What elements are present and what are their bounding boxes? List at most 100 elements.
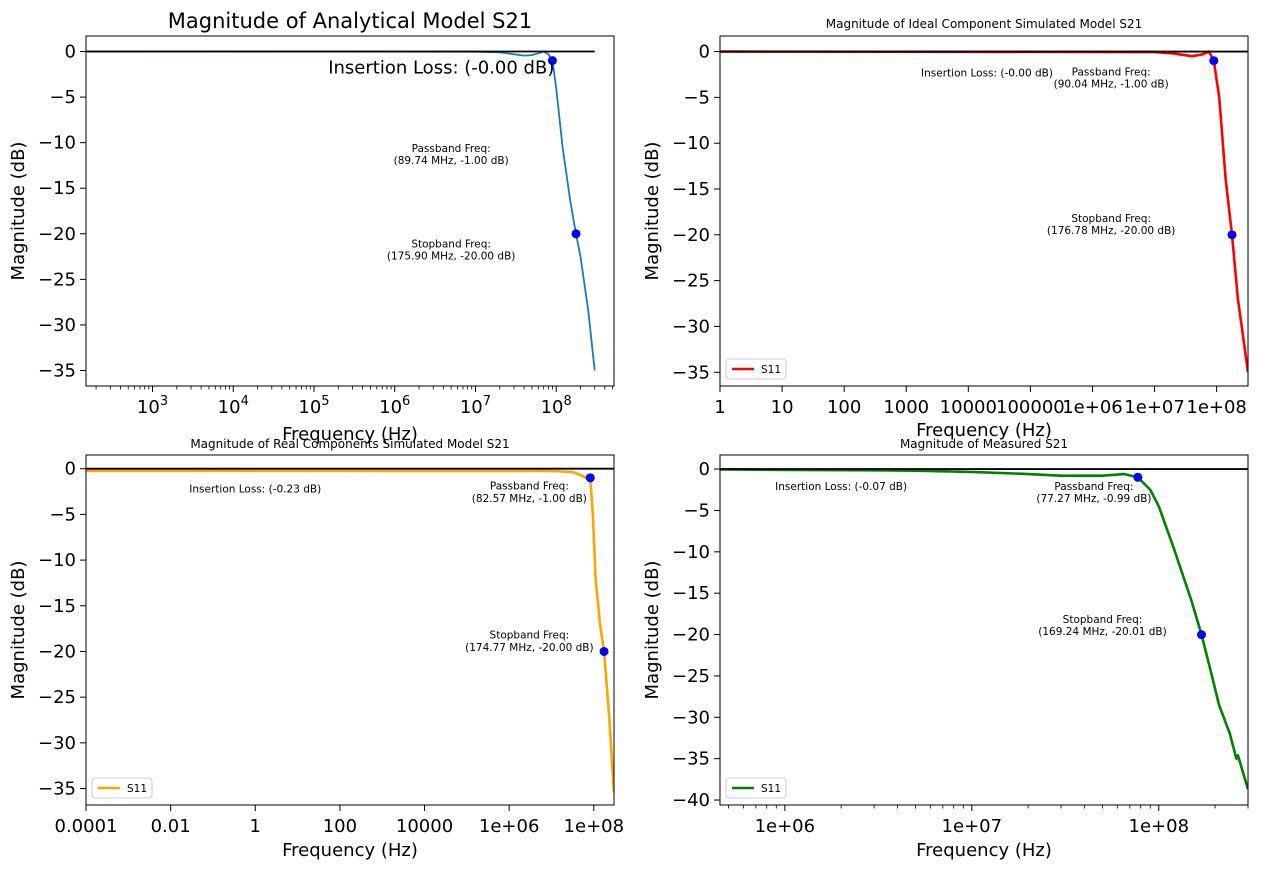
y-tick-label: −5 [49,87,76,108]
annotation: Passband Freq: (89.74 MHz, -1.00 dB) [394,143,509,167]
axes-frame [719,454,1249,806]
axes-frame [719,35,1249,387]
axes-frame [85,35,615,387]
y-tick-label: −20 [38,224,76,245]
annotation: Stopband Freq: (176.78 MHz, -20.00 dB) [1047,213,1175,237]
series-line [720,468,1248,790]
y-tick-label: −30 [672,707,710,728]
y-axis-label: Magnitude (dB) [8,142,29,281]
data-point-marker [599,646,609,656]
axes-frame [85,454,615,806]
y-tick-label: −20 [672,625,710,646]
y-tick-label: −15 [38,596,76,617]
y-tick-label: −25 [38,269,76,290]
x-tick-label: 0.0001 [55,816,118,837]
chart-4: Magnitude of Measured S21 1e+06 1e+07 1e+08… [642,437,1249,861]
annotation: Stopband Freq: (174.77 MHz, -20.00 dB) [465,630,593,654]
plot-area [86,50,596,371]
x-tick-label: 1e+07 [942,816,1003,837]
y-tick-label: −30 [38,733,76,754]
y-tick-label: −35 [672,749,710,770]
chart-title: Magnitude of Analytical Model S21 [168,9,532,33]
legend-label: S11 [761,364,781,376]
y-tick-label: −20 [672,225,710,246]
annotation: Passband Freq: (90.04 MHz, -1.00 dB) [1054,66,1169,90]
series-line [86,50,596,371]
legend-label: S11 [127,783,147,795]
chart-3: Magnitude of Real Components Simulated M… [8,437,624,861]
y-tick-label: −10 [38,133,76,154]
chart-title: Magnitude of Real Components Simulated M… [190,437,509,451]
x-tick-label: 1e+06 [479,816,540,837]
legend-box [725,777,787,799]
x-tick-label: 104 [218,394,249,418]
x-tick-label: 107 [460,394,491,418]
x-tick-label: 1 [714,397,725,418]
annotation: Insertion Loss: (-0.23 dB) [189,483,321,495]
y-tick-label: −25 [38,687,76,708]
y-tick-label: −25 [672,271,710,292]
data-point-marker [1209,56,1219,66]
x-tick-label: 1e+08 [1186,397,1247,418]
legend: S11 [91,777,153,799]
x-tick-label: 0.01 [151,816,191,837]
x-tick-label: 1000 [883,397,929,418]
data-point-marker [571,229,581,239]
x-tick-label: 10000 [940,397,997,418]
x-tick-label: 1e+07 [1124,397,1185,418]
chart-title: Magnitude of Ideal Component Simulated M… [826,17,1142,31]
y-tick-label: −30 [38,315,76,336]
y-tick-label: −5 [49,504,76,525]
data-point-marker [1197,630,1207,640]
y-tick-label: −15 [38,178,76,199]
plot-area [720,468,1248,790]
y-tick-label: −5 [683,87,710,108]
y-tick-label: −10 [38,550,76,571]
y-tick-label: 0 [65,41,76,62]
x-tick-label: 10000 [396,816,453,837]
y-tick-label: −35 [38,779,76,800]
x-tick-label: 10 [771,397,794,418]
y-tick-label: −5 [683,500,710,521]
legend-label: S11 [761,783,781,795]
x-axis-label: Frequency (Hz) [282,840,418,861]
y-tick-label: −30 [672,316,710,337]
x-tick-label: 105 [298,394,329,418]
series-line [720,50,1248,373]
x-axis-label: Frequency (Hz) [916,840,1052,861]
annotation: Passband Freq: (77.27 MHz, -0.99 dB) [1036,481,1151,505]
legend-box [91,777,153,799]
legend: S11 [725,358,787,380]
data-point-marker [1133,472,1143,482]
y-tick-label: −15 [672,583,710,604]
x-tick-label: 1e+06 [1062,397,1123,418]
x-tick-label: 106 [379,394,410,418]
y-tick-label: 0 [699,459,710,480]
data-point-marker [585,473,595,483]
annotation: Stopband Freq: (175.90 MHz, -20.00 dB) [387,238,515,262]
y-tick-label: 0 [65,459,76,480]
y-tick-label: −35 [672,362,710,383]
chart-1: Magnitude of Analytical Model S21 103 104 1… [8,9,615,445]
y-tick-label: −35 [38,361,76,382]
x-tick-label: 1e+08 [1129,816,1190,837]
annotation: Insertion Loss: (-0.00 dB) [328,57,554,78]
legend: S11 [725,777,787,799]
legend-box [725,358,787,380]
x-tick-label: 100 [827,397,861,418]
y-tick-label: −15 [672,179,710,200]
y-axis-label: Magnitude (dB) [8,561,29,700]
annotation: Insertion Loss: (-0.07 dB) [775,481,907,493]
chart-title: Magnitude of Measured S21 [900,437,1068,451]
x-axis-label: Frequency (Hz) [282,424,418,445]
annotation: Stopband Freq: (169.24 MHz, -20.01 dB) [1038,614,1166,638]
chart-2: Magnitude of Ideal Component Simulated M… [642,17,1249,441]
y-tick-label: −40 [672,790,710,811]
data-point-marker [1227,230,1237,240]
y-tick-label: 0 [699,42,710,63]
annotation: Insertion Loss: (-0.00 dB) [921,67,1053,79]
x-tick-label: 100 [323,816,357,837]
x-tick-label: 1e+06 [755,816,816,837]
y-tick-label: −10 [672,542,710,563]
